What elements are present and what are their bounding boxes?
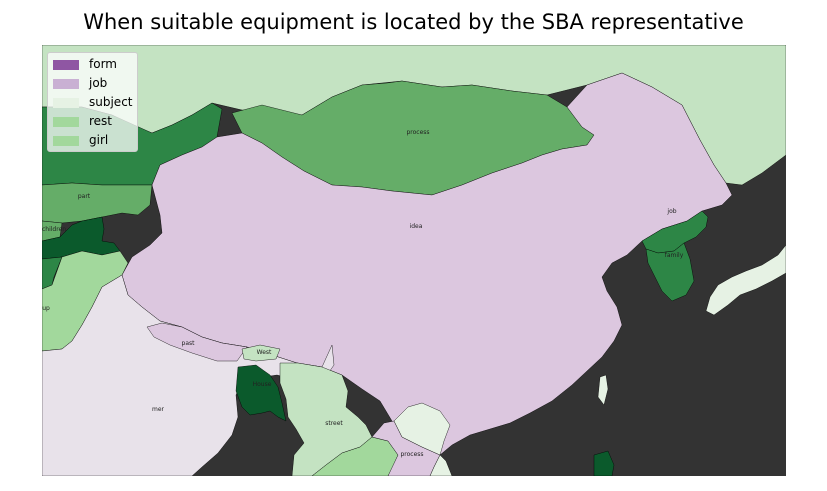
region-label-mongolia: process [406,129,429,136]
legend-swatch [53,98,79,108]
region-label-kyrgyzstan: part [78,193,91,200]
legend-swatch [53,117,79,127]
legend-label: job [89,76,108,90]
region-label-north-korea: job [666,208,676,215]
legend-swatch [53,136,79,146]
region-label-south-korea: family [665,252,684,259]
region-taiwan [597,374,609,406]
region-label-bhutan: West [257,349,272,356]
legend-label: subject [89,95,133,109]
region-label-myanmar: street [325,420,343,427]
map-legend: form job subject rest girl [47,52,138,152]
region-label-tajikistan: children [42,226,66,233]
map-title: When suitable equipment is located by th… [83,10,744,34]
legend-label: rest [89,114,113,128]
legend-swatch [53,60,79,70]
region-philippines [593,450,615,476]
region-vietnam [393,402,453,476]
region-japan [705,244,786,316]
region-afghanistan [42,256,63,290]
legend-label: form [89,57,117,71]
legend-swatch [53,79,79,89]
region-label-india: mer [152,406,165,413]
legend-label: girl [89,133,109,147]
map-canvas: idea process job family part children up… [42,45,786,476]
region-label-bangladesh: House [253,381,272,388]
region-bangladesh [235,364,287,422]
region-label-china: idea [410,223,423,230]
region-label-laos: process [400,451,423,458]
region-nepal [146,322,248,362]
region-bhutan [241,344,281,362]
region-south-korea [645,242,695,302]
region-label-nepal: past [182,340,196,347]
region-label-pakistan: up [42,305,50,312]
